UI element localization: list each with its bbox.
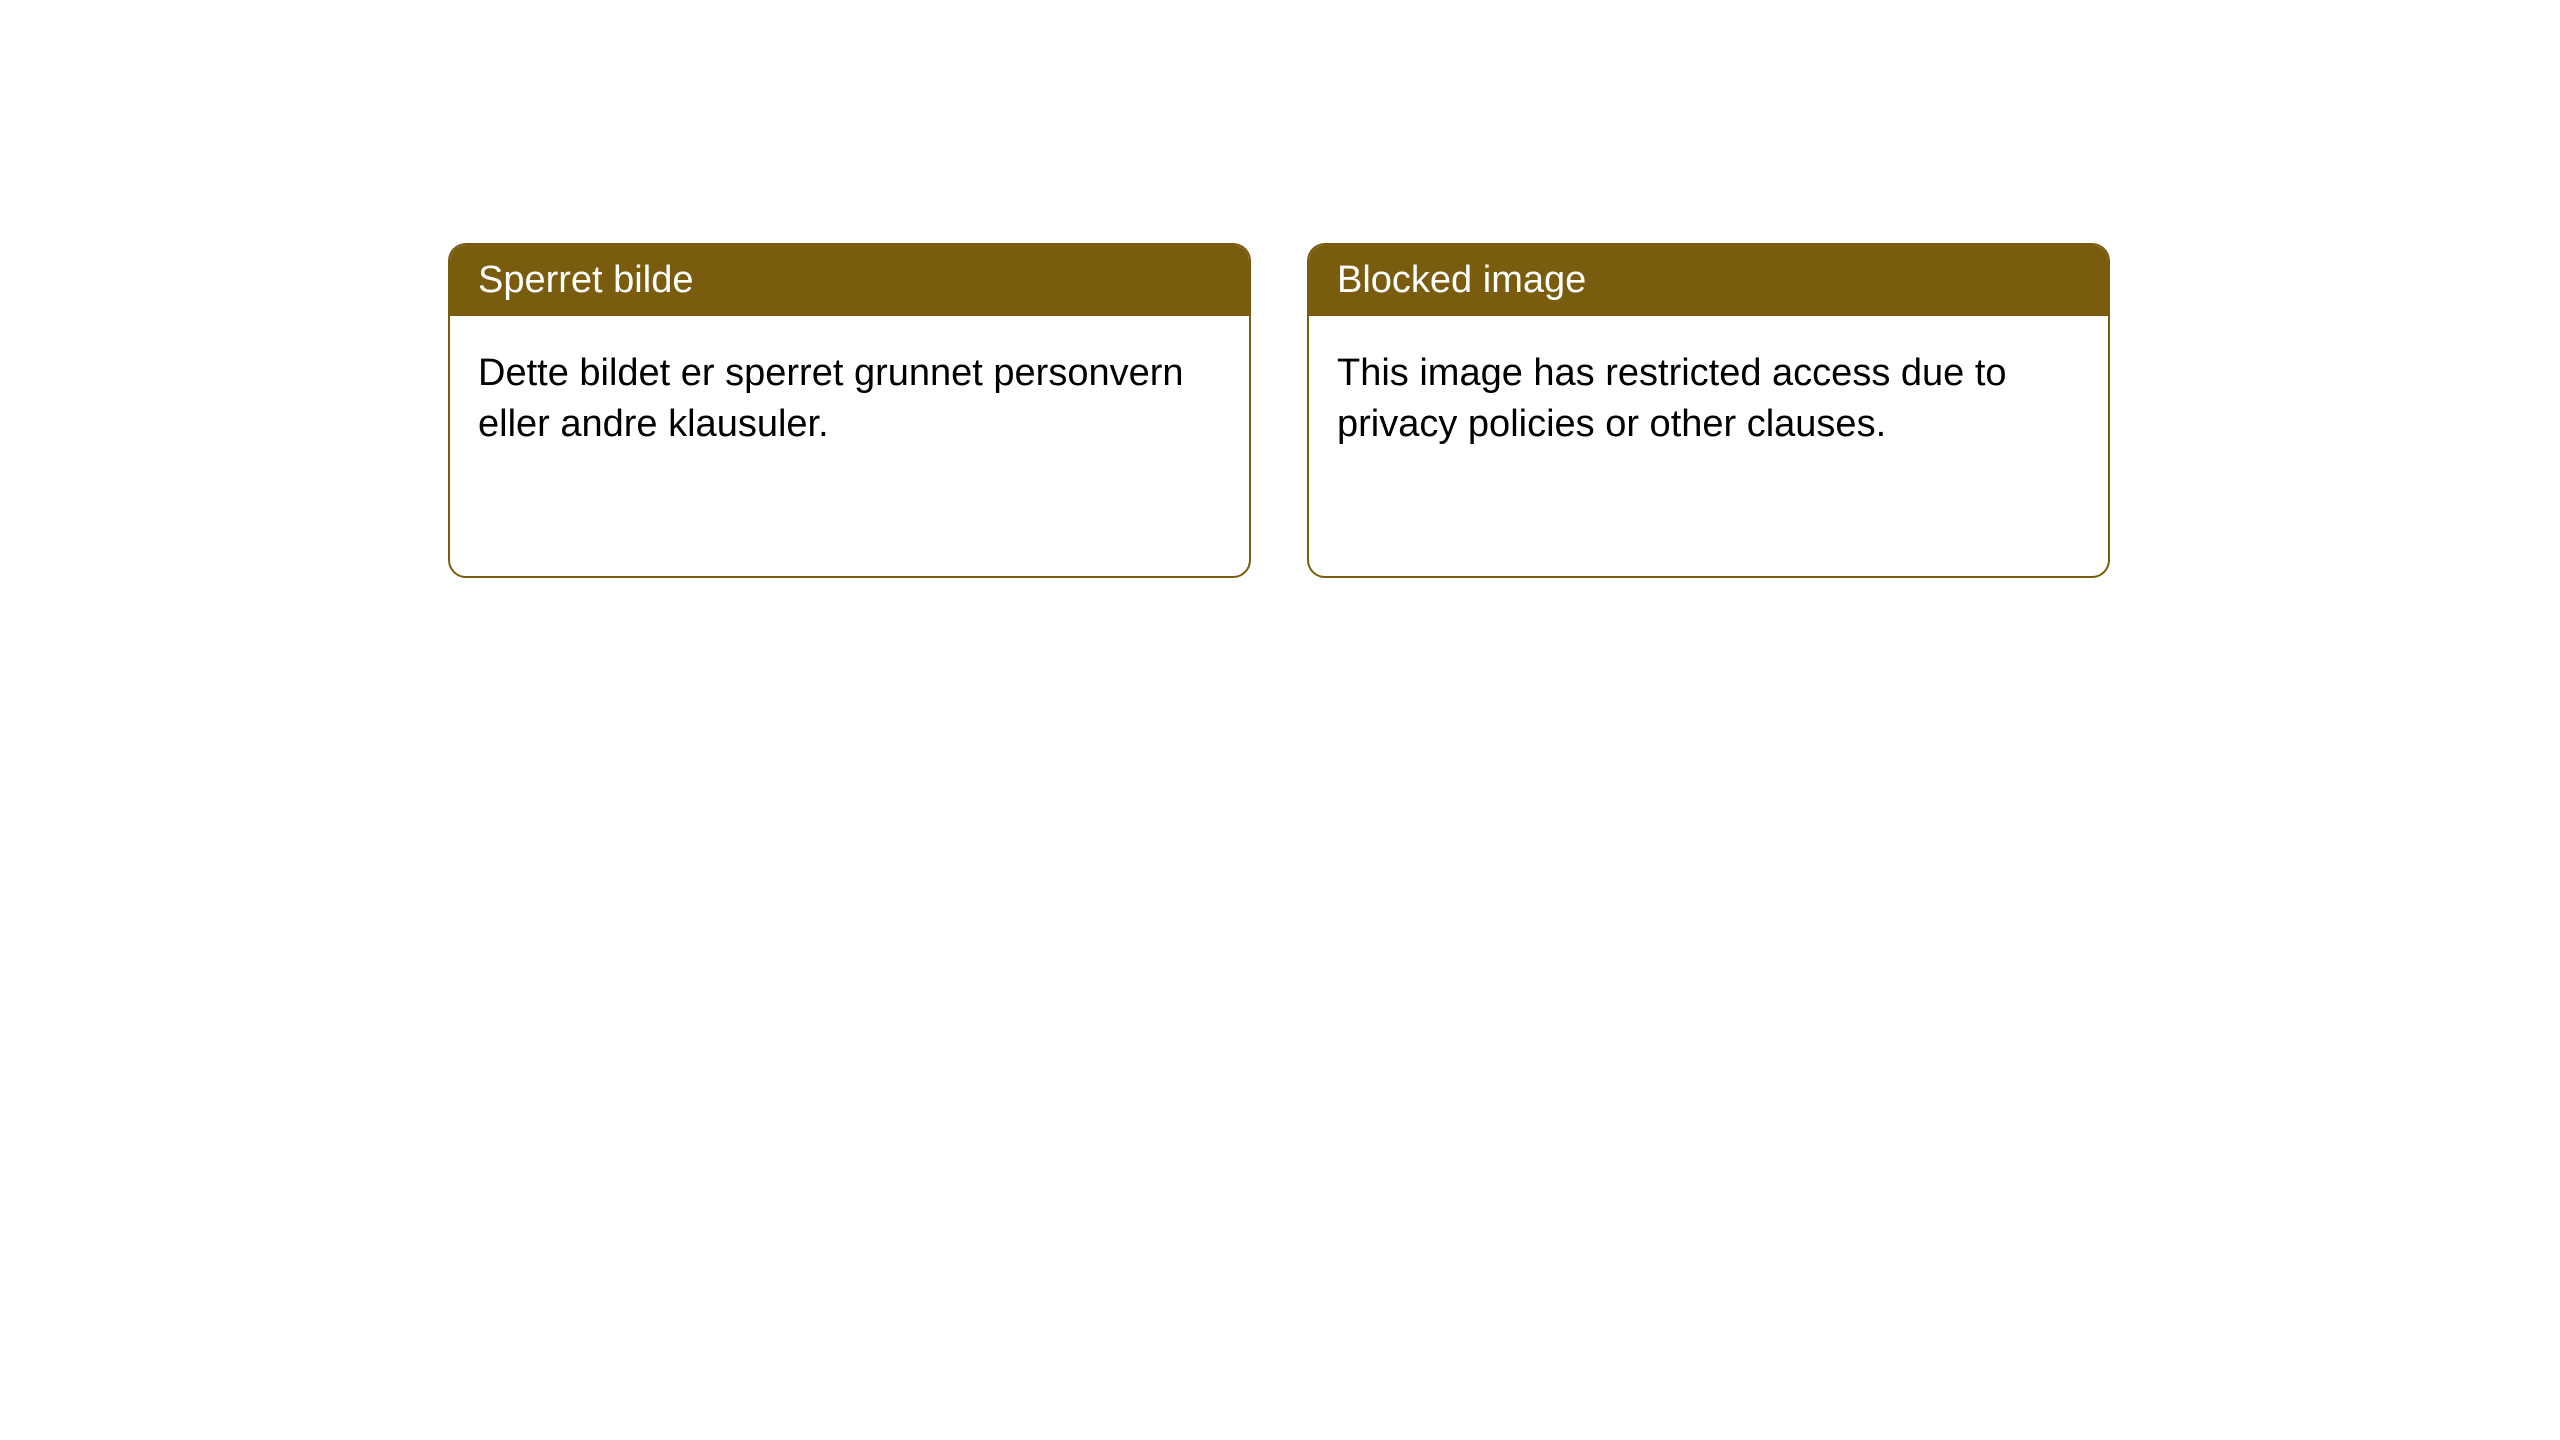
notice-card-body: Dette bildet er sperret grunnet personve… [450, 316, 1249, 483]
notice-card-no: Sperret bilde Dette bildet er sperret gr… [448, 243, 1251, 578]
notice-card-body: This image has restricted access due to … [1309, 316, 2108, 483]
notice-cards-container: Sperret bilde Dette bildet er sperret gr… [448, 243, 2110, 578]
notice-card-header: Sperret bilde [450, 245, 1249, 316]
notice-card-header: Blocked image [1309, 245, 2108, 316]
notice-card-en: Blocked image This image has restricted … [1307, 243, 2110, 578]
